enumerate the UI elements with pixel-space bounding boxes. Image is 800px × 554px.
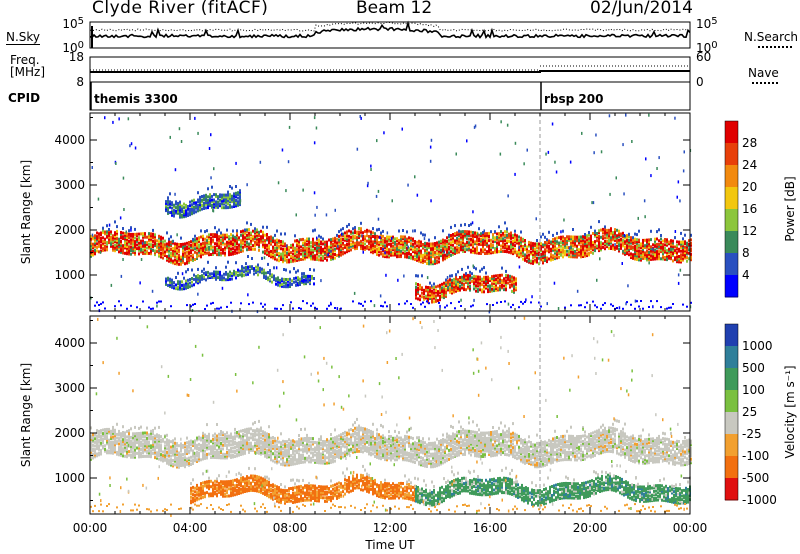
nave-label: Nave: [748, 66, 779, 80]
date-title: 02/Jun/2014: [590, 0, 693, 18]
colorbar-tick-label: 12: [742, 224, 757, 238]
colorbar-tick-label: 500: [742, 361, 765, 375]
colorbar-tick-label: 25: [742, 405, 757, 419]
y-tick-label: 1000: [54, 471, 85, 485]
colorbar-tick-label: 100: [742, 383, 765, 397]
colorbar-swatch: [725, 253, 738, 276]
freq-label-line2: [MHz]: [10, 65, 46, 79]
cpid-panel-frame: [89, 81, 691, 111]
nsky-line: [89, 20, 691, 39]
colorbar-tick-label: 16: [742, 202, 757, 216]
colorbar-tick-label: 20: [742, 180, 757, 194]
freq-right-tick-bottom: 0: [696, 75, 704, 89]
freq-left-tick-bottom: 8: [76, 75, 84, 89]
colorbar-swatch: [725, 165, 738, 188]
scatter-cells: [90, 316, 692, 517]
colorbar-tick-label: -500: [742, 471, 769, 485]
nsearch-legend-line: [758, 46, 792, 48]
colorbar-swatch: [725, 121, 738, 144]
colorbar-tick-label: 1000: [742, 339, 773, 353]
y-tick-label: 1000: [54, 268, 85, 282]
colorbar-swatch: [725, 187, 738, 210]
frequency-line: [90, 70, 690, 73]
colorbar-tick-label: 8: [742, 246, 750, 260]
colorbar-swatch: [725, 456, 738, 479]
noise-left-tick-top: 105: [62, 16, 84, 31]
colorbar-swatch: [725, 143, 738, 166]
cpid-segment-label: rbsp 200: [544, 92, 603, 106]
colorbar-tick-label: 24: [742, 158, 757, 172]
scatter-cells: [90, 113, 692, 314]
colorbar-swatch: [725, 209, 738, 232]
freq-left-tick-top: 18: [69, 50, 84, 64]
beam-title: Beam 12: [356, 0, 433, 18]
station-title: Clyde River (fitACF): [92, 0, 269, 18]
colorbar-swatch: [725, 390, 738, 413]
y-tick-label: 2000: [54, 223, 85, 237]
colorbar-swatch: [725, 324, 738, 347]
x-tick-label: 00:00: [673, 521, 708, 535]
colorbar-swatch: [725, 275, 738, 298]
noise-left-tick-bottom: 100: [62, 40, 84, 55]
colorbar-swatch: [725, 434, 738, 457]
y-tick-label: 4000: [54, 336, 85, 350]
colorbar-swatch: [725, 231, 738, 254]
power-panel: 1000 2000 3000 4000 Slant Range [km] 4 8 12 16 20…: [19, 112, 797, 314]
y-tick-label: 3000: [54, 381, 85, 395]
colorbar-swatch: [725, 346, 738, 369]
x-tick-label: 00:00: [73, 521, 108, 535]
colorbar-swatch: [725, 412, 738, 435]
x-tick-label: 16:00: [473, 521, 508, 535]
x-tick-label: 08:00: [273, 521, 308, 535]
velocity-panel: 1000 2000 3000 4000 Slant Range [km] 1000 500 1…: [19, 315, 797, 517]
colorbar-label: Velocity [m s⁻¹]: [783, 365, 797, 458]
colorbar-tick-label: -25: [742, 427, 762, 441]
y-axis-label: Slant Range [km]: [19, 160, 33, 264]
nave-legend-line: [752, 82, 778, 84]
y-tick-label: 3000: [54, 178, 85, 192]
colorbar-label: Power [dB]: [783, 176, 797, 241]
cpid-segment-label: themis 3300: [94, 92, 178, 106]
freq-label: Freq. [MHz]: [10, 54, 45, 78]
y-axis-label: Slant Range [km]: [19, 363, 33, 467]
colorbar-tick-label: 28: [742, 136, 757, 150]
cpid-label: CPID: [8, 91, 41, 105]
colorbar-frame: [724, 120, 739, 298]
x-tick-label: 04:00: [173, 521, 208, 535]
colorbar-tick-label: 4: [742, 268, 750, 282]
colorbar-frame: [724, 323, 739, 501]
x-tick-label: 12:00: [373, 521, 408, 535]
noise-right-tick-top: 105: [696, 16, 718, 31]
x-axis-label: Time UT: [364, 538, 415, 552]
colorbar-swatch: [725, 478, 738, 501]
nsearch-label: N.Search: [744, 30, 799, 44]
x-tick-label: 20:00: [573, 521, 608, 535]
colorbar-tick-label: -1000: [742, 493, 777, 507]
y-tick-label: 4000: [54, 133, 85, 147]
colorbar-swatch: [725, 368, 738, 391]
nsearch-line: [90, 21, 691, 32]
nsky-label: N.Sky: [6, 30, 41, 45]
noise-right-tick-bottom: 100: [696, 40, 718, 55]
colorbar-tick-label: -100: [742, 449, 769, 463]
y-tick-label: 2000: [54, 426, 85, 440]
freq-label-line1: Freq.: [10, 53, 40, 67]
freq-right-tick-top: 60: [696, 50, 711, 64]
